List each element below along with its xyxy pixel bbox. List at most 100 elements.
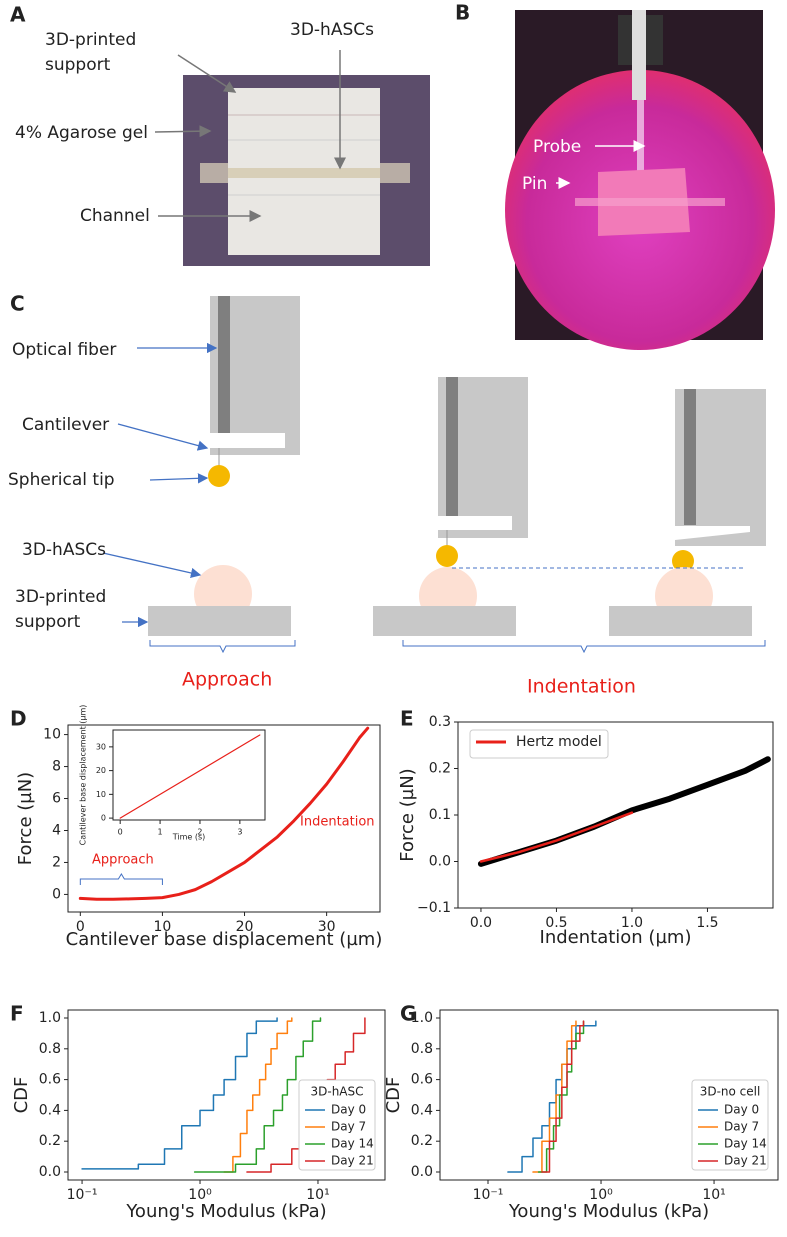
shape [402,640,766,654]
y-tick-label: 0.2 [39,1133,61,1149]
shape [632,10,646,100]
shape [672,550,694,572]
panel-label: D [10,707,27,731]
y-tick-label: 4 [52,822,61,838]
x-tick-label: 0.0 [470,915,492,931]
x-axis-label: Young's Modulus (kPa) [125,1201,326,1222]
y-tick-label: 0.0 [39,1164,61,1180]
annotation: Indentation [300,815,375,830]
y-axis-label: CDF [383,1077,404,1114]
series-line [223,1017,293,1173]
series-line [119,734,261,819]
panel-label: C [10,292,25,316]
legend-label: Day 21 [724,1154,767,1168]
y-tick-label: 0.8 [411,1041,433,1057]
x-axis-label: Indentation (µm) [540,927,692,948]
series-line [193,1017,322,1173]
label: Indentation [527,676,636,698]
photo-b [505,10,775,350]
arrows [154,50,346,222]
y-tick-label: 10 [43,727,61,743]
label: 3D-hASCs [290,20,374,40]
y-axis-label: CDF [11,1077,32,1114]
label: support [15,612,81,632]
shape [149,473,209,484]
y-tick-label: 0.0 [429,854,451,870]
diagram-c [148,296,766,654]
y-tick-label: 0.2 [411,1133,433,1149]
label: Optical fiber [12,340,116,360]
y-tick-label: 0.6 [39,1072,61,1088]
y-tick-label: 0 [52,886,61,902]
legend-label: Day 21 [331,1154,374,1168]
shape [675,526,750,540]
shape [684,389,696,525]
legend-label: Day 7 [724,1120,759,1134]
shape [208,465,230,487]
series-line [541,1020,585,1173]
shape [154,125,212,138]
y-tick-label: −0.1 [417,900,451,916]
shape [149,640,296,654]
y-tick-label: 20 [96,766,106,775]
shape [177,54,237,93]
legend-box [298,1079,376,1171]
y-tick-label: 0 [101,814,106,823]
y-tick-label: 0.4 [411,1102,433,1118]
legend-box [691,1079,769,1171]
y-axis-label: Force (µN) [15,772,36,865]
label: 3D-printed [15,587,106,607]
y-tick-label: 8 [52,759,61,775]
y-tick-label: 0.3 [429,714,451,730]
label: Pin [522,174,547,194]
x-tick-label: 10¹ [702,1187,725,1203]
y-tick-label: 1.0 [411,1010,433,1026]
x-tick-label: 0 [76,919,85,935]
shape [228,168,380,178]
label: 3D-hASCs [22,540,106,560]
shape [148,606,291,636]
arrows [556,140,646,189]
panel-label: F [10,1002,24,1026]
shape [117,423,209,451]
y-tick-label: 10 [96,790,106,799]
y-tick-label: 2 [52,854,61,870]
y-tick-label: 0.4 [39,1102,61,1118]
x-tick-label: 2 [197,828,202,837]
label: support [45,55,111,75]
x-tick-label: 10⁻¹ [473,1187,504,1203]
shape [373,606,516,636]
y-tick-label: 0.8 [39,1041,61,1057]
label: Approach [182,669,272,691]
shape [438,516,512,530]
shape [446,377,458,518]
y-tick-label: 0.2 [429,761,451,777]
x-tick-label: 0.5 [545,915,567,931]
x-tick-label: 3 [237,828,242,837]
y-tick-label: 6 [52,791,61,807]
legend-label: Hertz model [516,734,602,750]
x-tick-label: 10⁰ [188,1187,212,1203]
shape [218,296,230,435]
arrows [102,342,218,628]
panel-label: A [10,3,26,27]
label: 3D-printed [45,30,136,50]
legend-title: 3D-hASC [310,1085,363,1099]
x-axis-label: Cantilever base displacement (µm) [66,929,383,950]
shape [575,198,725,206]
label: Channel [80,206,150,226]
x-axis-label: Young's Modulus (kPa) [508,1201,709,1222]
series-line [81,1017,278,1170]
panel-label: G [400,1002,416,1026]
shape [637,100,644,175]
y-axis-label: Cantilever base displacement (µm) [79,705,88,846]
legend-label: Day 14 [724,1137,767,1151]
photo-a [183,75,430,266]
x-tick-label: 1.0 [621,915,643,931]
legend-label: Day 7 [331,1120,366,1134]
y-tick-label: 30 [96,742,106,751]
shape [436,545,458,567]
series-line [479,811,634,863]
x-tick-label: 0 [118,828,123,837]
shape [210,433,285,448]
